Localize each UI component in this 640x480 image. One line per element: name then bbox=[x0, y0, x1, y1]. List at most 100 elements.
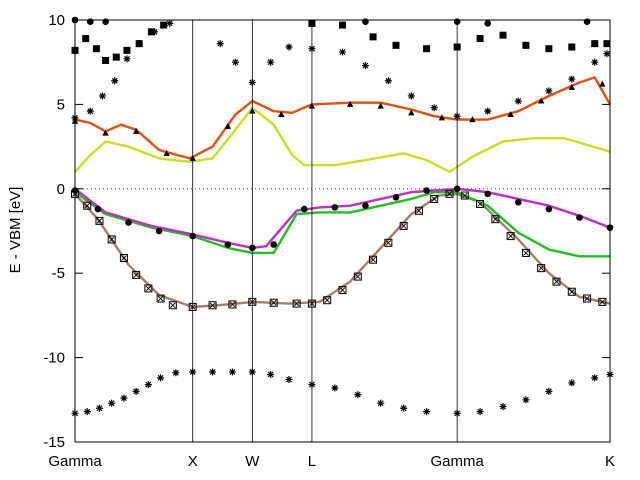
marker-s2-11 bbox=[408, 109, 415, 116]
marker-s6-34 bbox=[598, 297, 607, 306]
marker-s1-20 bbox=[484, 107, 492, 115]
marker-s6-2 bbox=[95, 216, 104, 225]
marker-s6-10 bbox=[208, 301, 217, 310]
band-line-3 bbox=[74, 106, 611, 174]
marker-s4-1 bbox=[83, 408, 91, 416]
marker-s1-25 bbox=[603, 50, 611, 58]
marker-s6-5 bbox=[132, 270, 141, 279]
marker-s4-14 bbox=[285, 376, 293, 384]
marker-s1-14 bbox=[339, 48, 346, 56]
marker-s1-8 bbox=[216, 40, 224, 48]
marker-s0-1 bbox=[82, 35, 90, 43]
marker-s4-8 bbox=[172, 369, 180, 377]
marker-s3-2 bbox=[102, 18, 109, 25]
marker-s4-26 bbox=[568, 379, 576, 387]
marker-s3-1 bbox=[86, 18, 94, 25]
marker-s1-16 bbox=[384, 77, 392, 85]
marker-s5-9 bbox=[331, 204, 339, 211]
marker-s6-17 bbox=[338, 286, 347, 295]
marker-s4-6 bbox=[144, 381, 152, 389]
marker-s0-10 bbox=[339, 21, 346, 29]
marker-s6-14 bbox=[292, 299, 301, 308]
marker-s1-15 bbox=[361, 62, 369, 70]
marker-s1-18 bbox=[430, 104, 438, 112]
marker-s2-7 bbox=[278, 111, 285, 118]
marker-s2-13 bbox=[469, 116, 476, 123]
marker-s1-22 bbox=[545, 87, 553, 95]
marker-s5-5 bbox=[224, 241, 232, 248]
marker-s6-24 bbox=[445, 189, 454, 198]
marker-s5-17 bbox=[576, 214, 583, 221]
marker-s0-4 bbox=[112, 53, 120, 61]
marker-s2-10 bbox=[377, 102, 384, 109]
marker-s4-23 bbox=[499, 403, 507, 411]
marker-s2-9 bbox=[346, 100, 354, 107]
marker-s1-1 bbox=[86, 107, 94, 115]
marker-s4-20 bbox=[423, 408, 431, 416]
marker-s2-14 bbox=[507, 111, 514, 118]
marker-s4-16 bbox=[331, 384, 339, 392]
y-tick-label-5: 10 bbox=[48, 12, 65, 29]
marker-s5-7 bbox=[270, 241, 278, 248]
marker-s4-3 bbox=[108, 399, 116, 407]
marker-s2-15 bbox=[538, 97, 545, 104]
marker-s6-1 bbox=[83, 201, 92, 210]
marker-s1-11 bbox=[267, 58, 275, 66]
marker-s1-9 bbox=[232, 58, 239, 66]
x-tick-label-5: K bbox=[605, 453, 615, 470]
x-tick-label-3: L bbox=[308, 453, 316, 470]
marker-s5-11 bbox=[392, 193, 400, 201]
marker-s5-1 bbox=[94, 205, 102, 213]
marker-s1-12 bbox=[285, 43, 293, 51]
marker-s2-5 bbox=[224, 122, 232, 129]
y-tick-label-0: -15 bbox=[43, 434, 65, 451]
marker-s6-19 bbox=[369, 255, 378, 264]
marker-s5-12 bbox=[423, 187, 430, 194]
axes: -15 -10 -5 0 5 10 Gamma X W L Gamma K bbox=[43, 12, 615, 470]
marker-s2-3 bbox=[163, 149, 170, 156]
y-tick-label-1: -10 bbox=[43, 350, 65, 367]
marker-s0-20 bbox=[591, 40, 599, 48]
marker-s6-8 bbox=[168, 301, 177, 310]
marker-s5-8 bbox=[300, 205, 308, 213]
y-tick-label-4: 5 bbox=[57, 96, 65, 113]
marker-s0-8 bbox=[160, 21, 168, 29]
marker-s0-3 bbox=[102, 57, 110, 65]
marker-s0-13 bbox=[423, 45, 431, 53]
marker-s5-3 bbox=[155, 227, 163, 235]
marker-s6-25 bbox=[460, 191, 469, 200]
marker-s4-19 bbox=[400, 404, 408, 412]
band-markers bbox=[71, 16, 614, 417]
marker-s6-21 bbox=[399, 221, 408, 230]
marker-s6-13 bbox=[269, 298, 278, 307]
marker-s2-1 bbox=[102, 129, 109, 136]
x-tick-label-0: Gamma bbox=[48, 453, 102, 470]
y-axis-label: E - VBM [eV] bbox=[7, 187, 24, 274]
marker-s6-6 bbox=[144, 284, 153, 293]
marker-s6-11 bbox=[228, 300, 237, 309]
marker-s4-2 bbox=[95, 404, 103, 412]
marker-s0-12 bbox=[392, 41, 400, 49]
y-tick-label-3: 0 bbox=[57, 181, 65, 198]
marker-s5-10 bbox=[362, 202, 369, 209]
marker-s0-15 bbox=[476, 35, 484, 43]
marker-s6-30 bbox=[537, 264, 546, 273]
marker-s6-16 bbox=[323, 296, 332, 305]
marker-s0-2 bbox=[92, 45, 100, 53]
marker-s5-2 bbox=[125, 219, 132, 226]
marker-s5-16 bbox=[545, 205, 553, 213]
plot-border bbox=[74, 19, 611, 443]
marker-s1-21 bbox=[514, 97, 522, 105]
x-tick-label-2: W bbox=[245, 453, 260, 470]
marker-s4-27 bbox=[591, 374, 599, 382]
marker-s4-18 bbox=[377, 399, 385, 407]
marker-s0-21 bbox=[603, 40, 611, 48]
marker-s2-2 bbox=[132, 127, 140, 134]
marker-s6-3 bbox=[107, 235, 116, 244]
marker-s6-22 bbox=[414, 206, 423, 215]
marker-s0-18 bbox=[545, 45, 553, 53]
band-line-4 bbox=[74, 76, 612, 160]
marker-s2-17 bbox=[599, 80, 606, 87]
marker-s1-2 bbox=[99, 92, 107, 100]
